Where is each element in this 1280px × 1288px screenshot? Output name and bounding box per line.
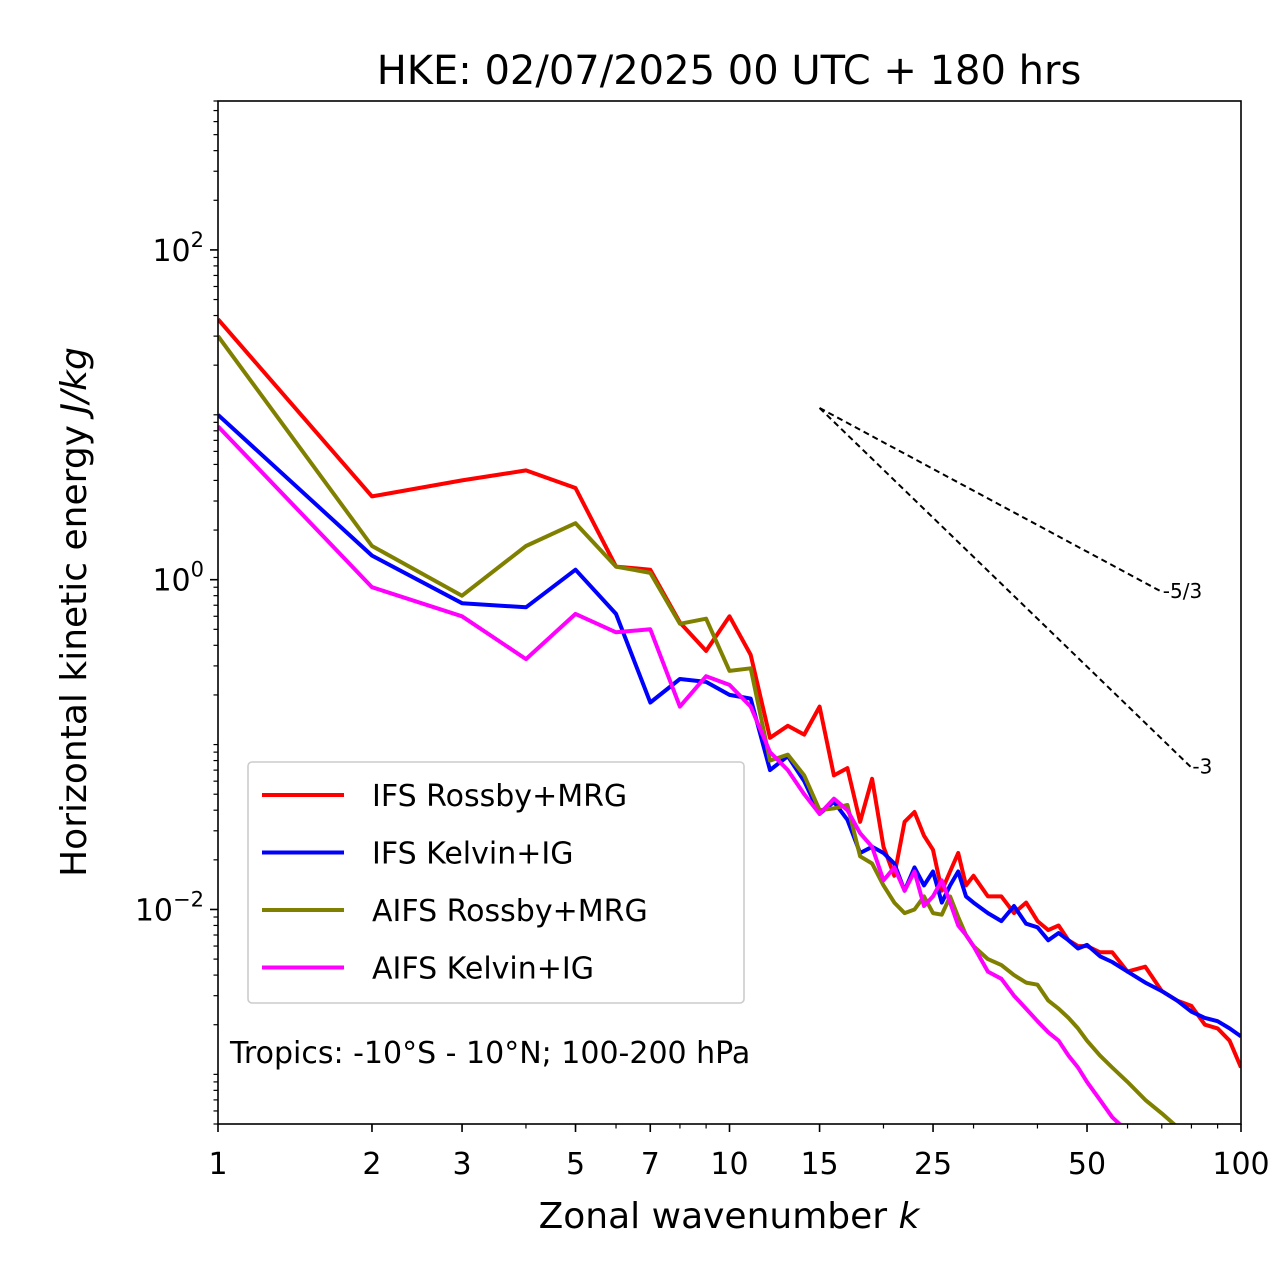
x-tick-label: 100 bbox=[1212, 1147, 1269, 1182]
y-axis-title: Horizontal kinetic energy J/kg bbox=[54, 347, 95, 877]
x-axis-title: Zonal wavenumber k bbox=[539, 1196, 922, 1237]
legend-box bbox=[247, 761, 745, 1004]
x-tick-label: 10 bbox=[710, 1147, 748, 1182]
y-tick-label: 10−2 bbox=[135, 887, 204, 928]
x-axis-variable: k bbox=[899, 1196, 922, 1237]
x-tick-label: 25 bbox=[914, 1147, 952, 1182]
legend-label: AIFS Kelvin+IG bbox=[372, 952, 594, 987]
legend-label: IFS Rossby+MRG bbox=[372, 779, 627, 814]
reference-slope-line-2 bbox=[818, 407, 1193, 769]
legend: IFS Rossby+MRG IFS Kelvin+IG AIFS Rossby+M… bbox=[247, 761, 745, 1004]
legend-label: AIFS Rossby+MRG bbox=[372, 894, 648, 929]
y-tick-label: 100 bbox=[152, 558, 204, 599]
reference-slopes: -5/3 -3 bbox=[818, 407, 1212, 779]
reference-slope-line-1 bbox=[819, 407, 1163, 593]
x-tick-label: 3 bbox=[453, 1147, 472, 1182]
x-tick-label: 50 bbox=[1068, 1147, 1106, 1182]
x-tick-label: 7 bbox=[641, 1147, 660, 1182]
x-axis-ticks: 1 2 3 5 7 10 15 25 50 100 bbox=[208, 1124, 1270, 1182]
x-tick-label: 15 bbox=[800, 1147, 838, 1182]
series-line-2 bbox=[218, 413, 1241, 1039]
legend-label: IFS Kelvin+IG bbox=[372, 837, 573, 872]
chart-title: HKE: 02/07/2025 00 UTC + 180 hrs bbox=[377, 48, 1082, 94]
region-annotation: Tropics: -10°S - 10°N; 100-200 hPa bbox=[229, 1036, 750, 1071]
x-tick-label: 2 bbox=[362, 1147, 381, 1182]
series-layer bbox=[218, 317, 1241, 1124]
x-tick-label: 5 bbox=[566, 1147, 585, 1182]
y-axis-label: Horizontal kinetic energy bbox=[54, 425, 95, 877]
plot-frame bbox=[217, 100, 1242, 1125]
y-axis-ticks: 102 100 10−2 bbox=[135, 100, 218, 1125]
slope-label: -5/3 bbox=[1163, 579, 1202, 603]
x-axis-label: Zonal wavenumber bbox=[539, 1196, 888, 1237]
legend-entries: IFS Rossby+MRG IFS Kelvin+IG AIFS Rossby+M… bbox=[262, 779, 648, 987]
y-axis-unit: J/kg bbox=[54, 347, 95, 419]
x-tick-label: 1 bbox=[208, 1147, 227, 1182]
slope-label: -3 bbox=[1192, 755, 1212, 779]
series-line-3 bbox=[218, 334, 1177, 1124]
y-tick-label: 102 bbox=[152, 228, 204, 269]
series-line-4 bbox=[218, 425, 1123, 1124]
